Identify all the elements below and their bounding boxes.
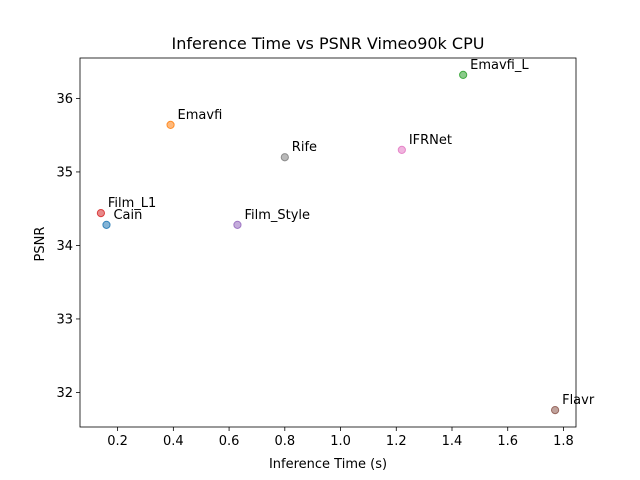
data-point-emavfi <box>166 120 175 129</box>
x-tick-label: 1.4 <box>442 434 463 449</box>
data-point-cain <box>102 220 111 229</box>
x-tick-label: 1.2 <box>386 434 407 449</box>
y-tick-label: 36 <box>56 92 73 107</box>
data-label-flavr: Flavr <box>562 393 595 408</box>
plot-area: Cain Emavfi Emavfi_L Film_L1 Film_Style Flavr… <box>56 57 595 449</box>
y-tick-label: 35 <box>56 165 73 180</box>
data-label-rife: Rife <box>292 140 317 155</box>
data-label-film-style: Film_Style <box>244 208 310 223</box>
x-axis-label: Inference Time (s) <box>269 457 387 472</box>
x-tick-label: 1.6 <box>497 434 518 449</box>
data-label-film-l1: Film_L1 <box>108 196 156 211</box>
y-tick-label: 32 <box>56 386 73 401</box>
y-tick-label: 33 <box>56 312 73 327</box>
data-label-ifrnet: IFRNet <box>409 133 452 148</box>
data-point-film-l1 <box>96 208 105 218</box>
data-label-emavfi-l: Emavfi_L <box>470 58 529 73</box>
x-tick-label: 1.0 <box>330 434 351 449</box>
data-point-rife <box>280 153 289 162</box>
chart-title: Inference Time vs PSNR Vimeo90k CPU <box>172 34 485 53</box>
data-label-emavfi: Emavfi <box>178 108 223 123</box>
plot-frame <box>79 57 577 428</box>
data-point-ifrnet <box>397 145 406 154</box>
y-tick-label: 34 <box>56 239 73 254</box>
x-tick-label: 0.4 <box>163 434 184 449</box>
data-point-film-style <box>233 220 242 229</box>
data-label-cain: Cain <box>113 208 142 223</box>
x-tick-label: 0.2 <box>107 434 128 449</box>
y-axis-label: PSNR <box>33 227 48 262</box>
data-point-flavr <box>551 405 560 415</box>
x-tick-label: 1.8 <box>553 434 574 449</box>
x-tick-label: 0.6 <box>219 434 240 449</box>
x-tick-label: 0.8 <box>274 434 295 449</box>
data-point-emavfi-l <box>459 70 468 80</box>
